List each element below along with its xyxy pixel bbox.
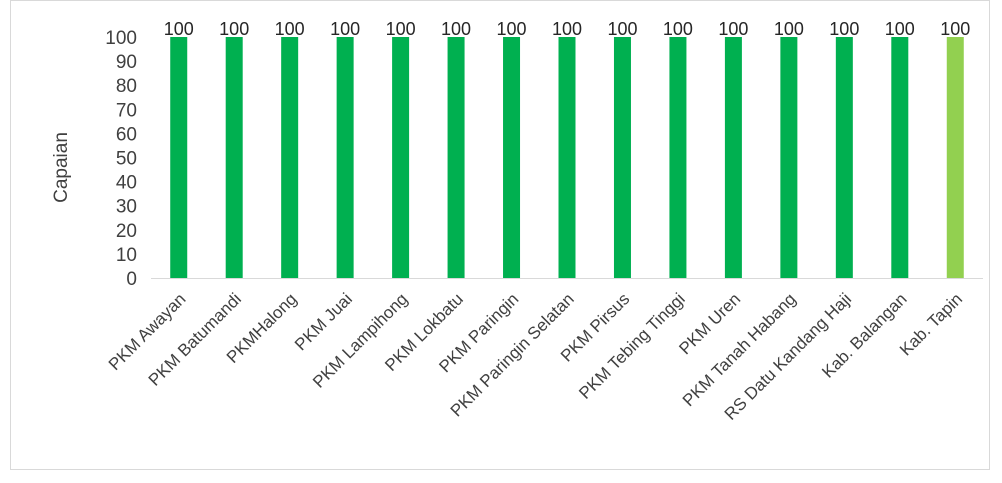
chart-frame: 0 10 20 30 40 50 60 70 80 90 100 100 100 100 100 100 10…: [10, 0, 990, 470]
bar: [835, 37, 853, 278]
y-tick-label: 90: [116, 52, 137, 73]
y-tick-label: 70: [116, 100, 137, 121]
bar: [503, 37, 521, 278]
bar: [669, 37, 687, 278]
bar: [780, 37, 798, 278]
y-tick-label: 50: [116, 149, 137, 170]
y-tick-label: 80: [116, 76, 137, 97]
data-label: 100: [275, 19, 305, 39]
x-category-label: PKM Tebing Tinggi: [575, 289, 688, 402]
y-tick-label: 30: [116, 197, 137, 218]
y-tick-label: 0: [126, 269, 137, 290]
bar: [724, 37, 742, 278]
bar: [613, 37, 631, 278]
data-label: 100: [774, 19, 804, 39]
y-tick-label: 10: [116, 245, 137, 266]
data-label: 100: [497, 19, 527, 39]
data-label: 100: [607, 19, 637, 39]
bars: [170, 37, 964, 278]
y-tick-label: 40: [116, 173, 137, 194]
data-label: 100: [386, 19, 416, 39]
bar: [447, 37, 465, 278]
data-label: 100: [940, 19, 970, 39]
bar: [891, 37, 909, 278]
y-axis-title: Capaian: [51, 132, 72, 203]
data-label: 100: [219, 19, 249, 39]
y-axis-ticks: 0 10 20 30 40 50 60 70 80 90 100: [105, 28, 137, 290]
data-label: 100: [164, 19, 194, 39]
bar: [170, 37, 188, 278]
bar: [336, 37, 354, 278]
data-labels: 100 100 100 100 100 100 100 100 100 100 100 100 100 1…: [164, 19, 971, 39]
data-label: 100: [829, 19, 859, 39]
bar: [225, 37, 243, 278]
y-tick-label: 60: [116, 124, 137, 145]
x-category-label: PKM Lampihong: [309, 289, 411, 391]
data-label: 100: [718, 19, 748, 39]
y-tick-label: 20: [116, 221, 137, 242]
y-tick-label: 100: [105, 28, 137, 49]
bar: [946, 37, 964, 278]
bar: [392, 37, 410, 278]
bar: [281, 37, 299, 278]
bar: [558, 37, 576, 278]
data-label: 100: [885, 19, 915, 39]
data-label: 100: [663, 19, 693, 39]
data-label: 100: [552, 19, 582, 39]
data-label: 100: [330, 19, 360, 39]
data-label: 100: [441, 19, 471, 39]
